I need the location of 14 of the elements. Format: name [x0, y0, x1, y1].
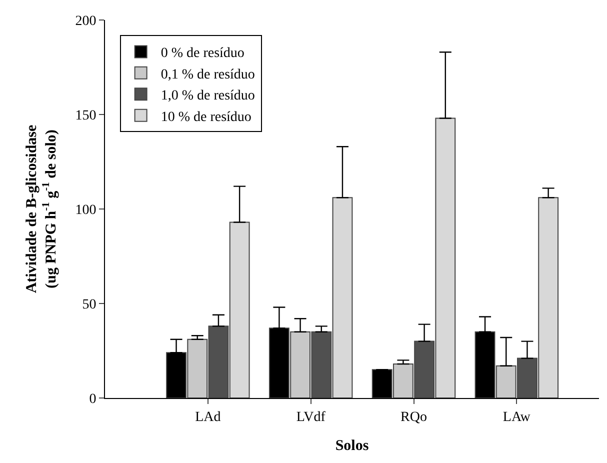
legend-label: 0 % de resíduo: [160, 46, 244, 62]
x-tick-label: LAw: [502, 410, 532, 425]
legend-label: 10 % de resíduo: [160, 110, 252, 125]
x-tick-label: RQo: [400, 410, 427, 425]
legend-label: 1,0 % de resíduo: [160, 88, 255, 104]
x-axis-title: Solos: [335, 438, 369, 454]
y-tick-label: 150: [75, 108, 96, 124]
y-tick-label: 50: [82, 297, 96, 312]
y-tick-label: 200: [75, 14, 96, 29]
x-tick-label: LAd: [195, 410, 221, 425]
y-tick-label: 0: [89, 392, 96, 407]
legend-label: 0,1 % de resíduo: [160, 67, 255, 82]
y-tick-label: 100: [75, 202, 96, 218]
x-tick-label: LVdf: [296, 410, 326, 425]
